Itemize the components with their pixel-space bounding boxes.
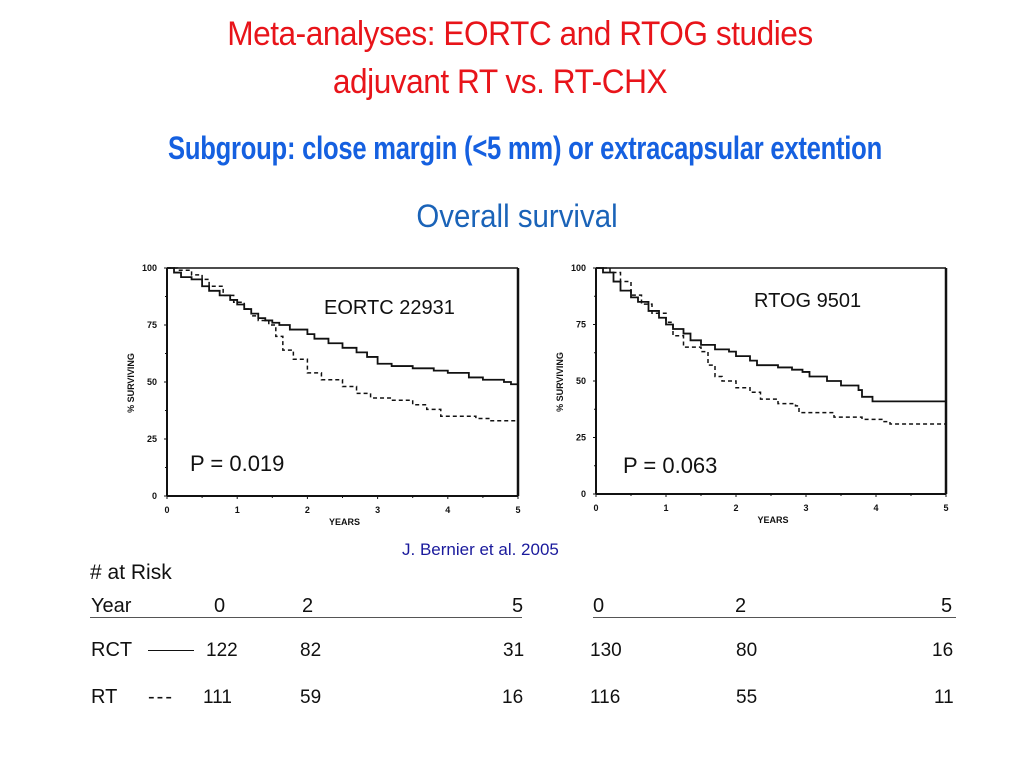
year-header-label: Year <box>91 595 132 617</box>
y-tick-label: 0 <box>581 489 586 499</box>
y-tick-label: 25 <box>147 434 157 444</box>
y-tick-label: 50 <box>576 376 586 386</box>
right-year-header: 5 <box>941 595 953 617</box>
left-year-header: 2 <box>302 595 314 617</box>
at-risk-title: # at Risk <box>90 561 172 584</box>
slide-title-line2: adjuvant RT vs. RT-CHX <box>332 63 668 101</box>
left-year-header: 5 <box>512 595 524 617</box>
legend-solid-line <box>148 650 194 651</box>
x-tick-label: 5 <box>515 505 520 515</box>
slide-title-line1: Meta-analyses: EORTC and RTOG studies <box>227 15 813 53</box>
survival-curve-rt <box>596 267 946 425</box>
x-tick-label: 1 <box>235 505 240 515</box>
x-tick-label: 0 <box>164 505 169 515</box>
km-chart-eortc: 0 25 50 75 100 0 1 2 3 4 5 YEARS % SURVIVING EORTC 22… <box>126 263 521 527</box>
x-tick-label: 0 <box>593 503 598 513</box>
header-underline <box>593 617 956 618</box>
risk-value: 116 <box>590 687 621 708</box>
y-axis-label: % SURVIVING <box>126 353 136 413</box>
risk-value: 31 <box>503 640 525 661</box>
risk-value: 130 <box>590 640 622 661</box>
x-axis-label: YEARS <box>329 517 360 527</box>
y-axis-label: % SURVIVING <box>555 352 565 412</box>
header-underline <box>90 617 522 618</box>
km-chart-rtog: 0 25 50 75 100 0 1 2 3 4 5 YEARS % SURVIVING RTOG 950… <box>555 263 949 525</box>
x-axis-label: YEARS <box>757 515 788 525</box>
survival-curve-rct <box>167 267 518 386</box>
x-tick-label: 1 <box>663 503 668 513</box>
risk-value: 122 <box>206 640 238 661</box>
y-tick-label: 0 <box>152 491 157 501</box>
risk-value: 11 <box>934 687 954 708</box>
x-tick-label: 4 <box>445 505 450 515</box>
right-year-header: 2 <box>735 595 747 617</box>
citation: J. Bernier et al. 2005 <box>402 540 559 559</box>
left-year-header: 0 <box>214 595 226 617</box>
x-tick-label: 5 <box>943 503 948 513</box>
y-tick-label: 75 <box>576 320 586 330</box>
y-tick-label: 25 <box>576 433 586 443</box>
survival-curve-rct <box>596 267 946 403</box>
subgroup-heading: Subgroup: close margin (<5 mm) or extrac… <box>168 130 882 166</box>
risk-value: 82 <box>300 640 322 661</box>
y-tick-label: 75 <box>147 320 157 330</box>
risk-value: 80 <box>736 640 758 661</box>
risk-value: 111 <box>203 687 232 708</box>
risk-value: 16 <box>932 640 954 661</box>
legend-dashed-line: --- <box>148 686 174 708</box>
x-tick-label: 3 <box>375 505 380 515</box>
p-value-label: P = 0.019 <box>190 451 284 476</box>
study-label: EORTC 22931 <box>324 297 455 319</box>
study-label: RTOG 9501 <box>754 290 861 312</box>
y-tick-label: 50 <box>147 377 157 387</box>
risk-value: 55 <box>736 687 758 708</box>
y-tick-label: 100 <box>142 263 157 273</box>
risk-value: 59 <box>300 687 322 708</box>
row-label-rt: RT <box>91 686 118 708</box>
survival-curve-rt <box>167 267 518 422</box>
section-heading: Overall survival <box>416 198 618 234</box>
x-tick-label: 4 <box>873 503 878 513</box>
x-tick-label: 3 <box>803 503 808 513</box>
y-tick-label: 100 <box>571 263 586 273</box>
row-label-rct: RCT <box>91 639 133 661</box>
right-year-header: 0 <box>593 595 605 617</box>
p-value-label: P = 0.063 <box>623 453 717 478</box>
risk-value: 16 <box>502 687 524 708</box>
x-tick-label: 2 <box>733 503 738 513</box>
x-tick-label: 2 <box>305 505 310 515</box>
